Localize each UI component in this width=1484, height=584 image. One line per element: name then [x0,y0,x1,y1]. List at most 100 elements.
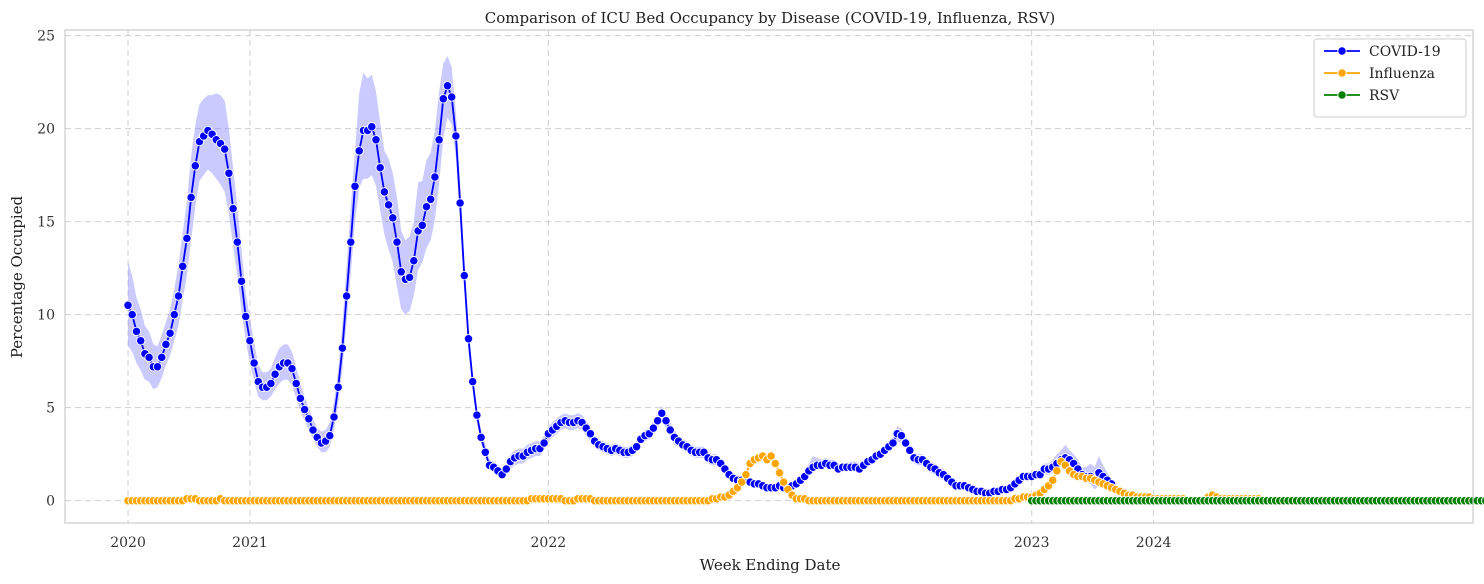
covid-19-legend-marker [1337,46,1347,56]
covid-19-data-point [136,336,146,346]
covid-19-data-point [228,203,238,214]
covid-19-data-point [392,237,402,247]
covid-19-data-point [657,408,667,418]
covid-19-data-point [451,131,461,141]
x-tick-label: 2024 [1136,535,1172,551]
covid-19-data-point [396,267,406,277]
covid-19-data-point [329,412,339,422]
influenza-data-point [1048,475,1058,485]
covid-19-series-line [127,83,1113,495]
covid-19-data-point [152,362,163,372]
covid-19-data-point [631,442,642,452]
y-tick-label: 25 [37,29,55,45]
covid-19-data-point [539,438,549,448]
rsv-data-point [1480,496,1484,506]
covid-19-data-point [900,438,911,448]
influenza-legend-label: Influenza [1369,66,1435,82]
covid-19-data-point [501,464,511,474]
covid-19-data-point [404,272,415,283]
covid-19-data-point [350,181,360,191]
x-tick-label: 2023 [1014,535,1050,551]
covid-19-data-point [186,192,196,203]
x-tick-label: 2021 [232,535,268,551]
covid-19-data-point [232,237,242,247]
covid-19-data-point [144,352,154,363]
covid-19-data-point [337,343,348,353]
covid-19-data-point [127,309,137,320]
covid-19-data-point [291,378,301,389]
x-tick-label: 2022 [531,535,567,551]
covid-19-data-point [426,194,436,204]
covid-19-data-point [648,423,659,433]
grid [65,30,1473,523]
covid-19-data-point [896,430,907,441]
y-tick-label: 20 [37,122,55,138]
covid-19-data-point [375,163,385,173]
covid-19-data-point [190,161,200,171]
chart-title: Comparison of ICU Bed Occupancy by Disea… [485,9,1056,27]
influenza-data-point [1052,466,1062,476]
y-tick-label: 0 [46,494,55,510]
covid-19-data-point [157,352,167,363]
covid-19-data-point [905,445,915,456]
covid-19-data-point [299,404,310,415]
rsv-legend-label: RSV [1369,88,1400,104]
covid-19-data-point [417,220,427,230]
covid-19-data-point [463,334,474,344]
covid-19-data-point [434,135,444,145]
covid-19-data-point [476,432,486,443]
covid-19-data-point [652,416,663,426]
covid-19-confidence-band [128,56,1112,496]
legend: COVID-19 Influenza RSV [1313,38,1467,118]
covid-19-data-point [383,200,394,210]
covid-19-data-point [421,202,432,212]
covid-19-data-point [182,233,192,244]
covid-19-data-point [325,430,335,441]
y-tick-label: 10 [37,308,55,324]
rsv-legend-marker [1337,90,1347,100]
covid-19-data-point [480,447,490,457]
covid-19-data-point [266,378,276,389]
covid-19-data-point [455,198,465,208]
covid-19-data-point [409,256,419,266]
covid-19-data-point [447,92,457,102]
y-tick-label: 5 [46,401,55,417]
covid-19-data-point [236,276,247,286]
covid-19-data-point [333,382,343,392]
series-points [123,81,1484,506]
covid-19-data-point [245,336,255,346]
covid-19-data-point [585,429,596,439]
influenza-data-point [774,468,785,478]
influenza-data-point [779,477,789,487]
covid-19-data-point [888,438,898,448]
covid-19-data-point [295,393,306,404]
covid-19-data-point [304,414,314,424]
influenza-legend-marker [1337,68,1347,78]
covid-19-data-point [665,425,675,435]
plot-frame [64,29,1474,524]
covid-19-data-point [287,363,297,374]
covid-19-data-point [173,291,184,301]
covid-19-data-point [308,425,318,435]
covid-19-data-point [270,369,280,379]
y-tick-label: 15 [37,215,55,231]
covid-19-data-point [241,311,251,322]
covid-19-data-point [131,326,142,337]
x-tick-label: 2020 [110,535,146,551]
covid-19-data-point [661,416,671,426]
covid-19-data-point [123,300,133,310]
tick-labels: 0 5 10 15 20 25 2020 2021 2022 2023 2024 [37,29,1171,551]
covid-19-data-point [379,187,390,197]
covid-19-data-point [169,309,179,320]
covid-19-data-point [220,144,230,154]
y-axis-title: Percentage Occupied [8,195,26,358]
covid-19-data-point [442,81,453,91]
covid-19-data-point [346,237,356,247]
covid-19-data-point [472,410,482,420]
x-axis-title: Week Ending Date [700,556,841,574]
covid-19-data-point [438,94,448,104]
legend-box [1313,38,1467,118]
covid-19-data-point [371,135,381,145]
covid-19-data-point [430,172,440,182]
